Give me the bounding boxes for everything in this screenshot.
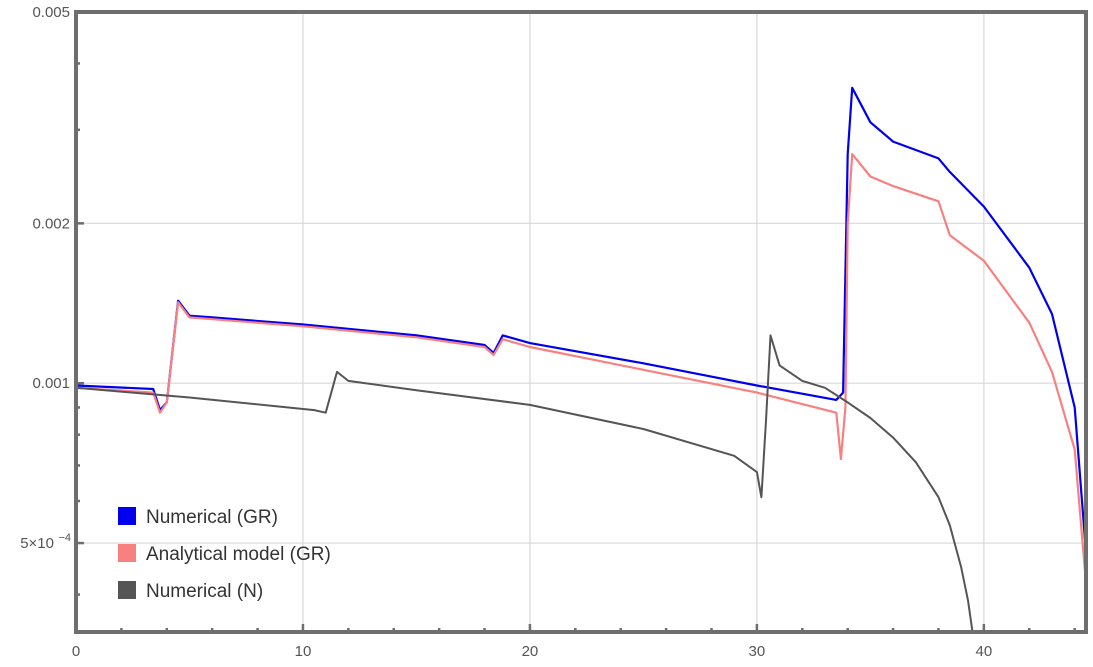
legend-label-1: Numerical (GR) [146, 507, 278, 528]
y-tick-label: 5×10 [20, 535, 54, 552]
x-tick-label: 30 [749, 643, 766, 660]
legend: Numerical (GR) Analytical model (GR) Numer… [118, 507, 331, 602]
plot-frame [74, 10, 1088, 634]
x-tick-labels: 0 10 20 30 40 [72, 643, 992, 660]
legend-label-3: Numerical (N) [146, 581, 263, 602]
x-tick-label: 0 [72, 643, 80, 660]
legend-swatch-1 [118, 507, 136, 525]
legend-swatch-3 [118, 581, 136, 599]
x-tick-label: 40 [976, 643, 993, 660]
series-layer [76, 86, 1086, 632]
x-tick-label: 20 [522, 643, 539, 660]
y-tick-exponent: −4 [58, 532, 71, 544]
x-tick-label: 10 [295, 643, 312, 660]
axis-ticks [74, 10, 1076, 632]
y-tick-labels: 5×10 −4 0.001 0.002 0.005 [20, 4, 71, 552]
y-tick-label: 0.002 [32, 215, 70, 232]
series-line-3 [76, 334, 974, 632]
grid-lines [76, 12, 1086, 632]
y-tick-label: 0.001 [32, 375, 70, 392]
legend-swatch-2 [118, 544, 136, 562]
legend-label-2: Analytical model (GR) [146, 544, 331, 565]
y-tick-label: 0.005 [32, 4, 70, 21]
